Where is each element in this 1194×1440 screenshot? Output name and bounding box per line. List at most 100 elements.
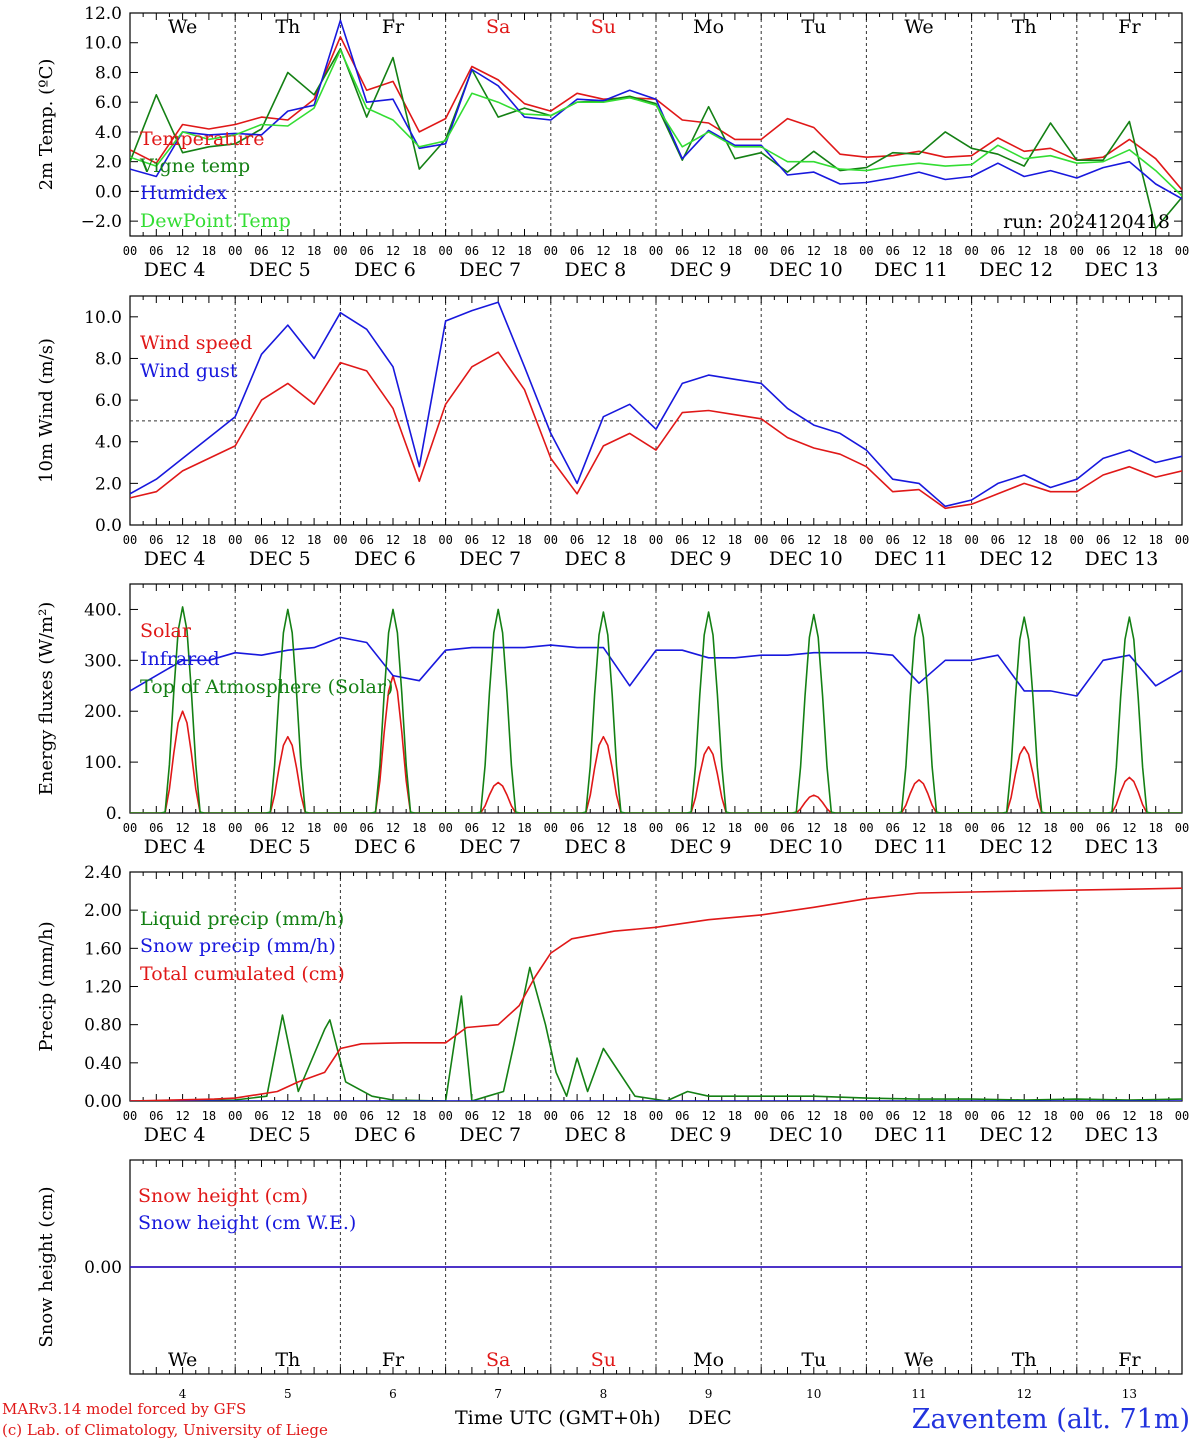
series-line-wind-gust — [130, 301, 1182, 508]
hour-tick-label: 06 — [254, 1109, 268, 1123]
legend-wind-gust: Wind gust — [140, 360, 238, 382]
hour-tick-label: 12 — [386, 533, 400, 547]
hour-tick-label: 12 — [175, 533, 189, 547]
y-tick-label: 6.0 — [95, 93, 122, 113]
date-label: DEC 6 — [354, 1124, 416, 1146]
hour-tick-label: 00 — [228, 821, 242, 835]
y-tick-label: 2.00 — [84, 901, 122, 921]
hour-tick-label: 18 — [202, 244, 216, 258]
run-label: run: 2024120418 — [1003, 211, 1170, 233]
date-label: DEC 13 — [1084, 548, 1158, 570]
date-label: DEC 9 — [670, 1124, 732, 1146]
hour-tick-label: 12 — [807, 821, 821, 835]
date-label: DEC 5 — [249, 548, 311, 570]
legend-total-cumulated: Total cumulated (cm) — [140, 963, 345, 985]
hour-tick-label: 18 — [307, 533, 321, 547]
hour-tick-label: 18 — [202, 1109, 216, 1123]
hour-tick-label: 12 — [281, 821, 295, 835]
hour-tick-label: 00 — [1070, 533, 1084, 547]
date-label: DEC 7 — [459, 1124, 521, 1146]
date-label: DEC 12 — [979, 548, 1053, 570]
series-layer — [130, 606, 1182, 813]
hour-tick-label: 00 — [438, 244, 452, 258]
day-name-label: We — [168, 16, 197, 38]
hour-tick-label: 12 — [491, 1109, 505, 1123]
hour-tick-label: 06 — [254, 244, 268, 258]
date-label: DEC 11 — [874, 259, 948, 281]
hour-tick-label: 00 — [859, 244, 873, 258]
hour-tick-label: 18 — [728, 1109, 742, 1123]
series-line-temperature — [130, 36, 1182, 191]
hour-tick-label: 12 — [912, 533, 926, 547]
hour-tick-label: 06 — [149, 244, 163, 258]
hour-tick-label: 18 — [622, 533, 636, 547]
legend-wind-speed: Wind speed — [140, 332, 252, 354]
hour-tick-label: 18 — [938, 821, 952, 835]
day-number-label: 4 — [179, 1387, 187, 1401]
hour-tick-label: 12 — [1017, 533, 1031, 547]
hour-tick-label: 18 — [202, 533, 216, 547]
panel1-legend: Temperature Vigne temp Humidex DewPoint … — [139, 128, 291, 232]
legend-vigne-temp: Vigne temp — [139, 155, 250, 177]
panel-wind: 10.0 8.0 6.0 4.0 2.0 0.0 10m Wind (m/s) 00 06 12 1… — [36, 295, 1189, 570]
hour-tick-label: 18 — [728, 244, 742, 258]
hour-tick-label: 06 — [1096, 244, 1110, 258]
day-name-label: Fr — [382, 1349, 405, 1371]
panel4-legend: Liquid precip (mm/h) Snow precip (mm/h) … — [140, 908, 345, 985]
hour-tick-label: 06 — [885, 821, 899, 835]
hour-tick-label: 18 — [938, 1109, 952, 1123]
y-tick-label: 12.0 — [84, 4, 122, 24]
hour-tick-label: 12 — [491, 533, 505, 547]
hour-tick-label: 18 — [517, 244, 531, 258]
date-label: DEC 10 — [769, 836, 843, 858]
hour-tick-label: 00 — [964, 1109, 978, 1123]
hour-tick-label: 00 — [333, 821, 347, 835]
date-label: DEC 13 — [1084, 836, 1158, 858]
series-line-dewpoint-temp — [130, 49, 1182, 197]
hour-tick-label: 18 — [1043, 821, 1057, 835]
day-name-label: Fr — [1118, 16, 1141, 38]
hour-tick-label: 18 — [622, 244, 636, 258]
hour-tick-label: 00 — [1175, 244, 1189, 258]
y-tick-label: 0.00 — [84, 1092, 122, 1112]
y-tick-label: 1.20 — [84, 978, 122, 998]
hour-tick-label: 06 — [149, 821, 163, 835]
hour-tick-label: 00 — [649, 821, 663, 835]
date-label: DEC 11 — [874, 1124, 948, 1146]
y-tick-label: 400. — [84, 600, 122, 620]
date-label: DEC 12 — [979, 836, 1053, 858]
hour-tick-label: 00 — [123, 1109, 137, 1123]
series-line-total-cumulated-cm — [130, 887, 1182, 1101]
hour-tick-label: 06 — [885, 244, 899, 258]
date-label: DEC 4 — [144, 1124, 206, 1146]
panels-layer: 12.0 10.0 8.0 6.0 4.0 2.0 0.0 −2.0 2m Temp. (ºC)… — [36, 4, 1189, 1401]
legend-infrared: Infrared — [140, 648, 220, 670]
hour-tick-label: 12 — [1122, 1109, 1136, 1123]
date-label: DEC 10 — [769, 1124, 843, 1146]
hour-tick-label: 00 — [1175, 821, 1189, 835]
hour-tick-label: 12 — [1017, 244, 1031, 258]
hour-tick-label: 12 — [1122, 244, 1136, 258]
hour-tick-label: 12 — [596, 821, 610, 835]
date-label: DEC 9 — [670, 259, 732, 281]
hour-tick-label: 06 — [991, 1109, 1005, 1123]
date-label: DEC 7 — [459, 548, 521, 570]
hour-tick-label: 06 — [465, 533, 479, 547]
date-label: DEC 7 — [459, 836, 521, 858]
y-tick-label: 6.0 — [95, 391, 122, 411]
y-tick-label: 0.40 — [84, 1054, 122, 1074]
day-name-label: Fr — [382, 16, 405, 38]
day-number-label: 10 — [806, 1387, 821, 1401]
day-name-label: Su — [591, 1349, 616, 1371]
day-number-label: 8 — [600, 1387, 608, 1401]
day-name-label: Sa — [486, 16, 510, 38]
hour-tick-label: 06 — [359, 821, 373, 835]
legend-dewpoint: DewPoint Temp — [140, 210, 291, 232]
hour-tick-label: 18 — [1043, 244, 1057, 258]
hour-tick-label: 18 — [1148, 244, 1162, 258]
hour-tick-label: 06 — [991, 821, 1005, 835]
hour-tick-label: 12 — [281, 244, 295, 258]
legend-temperature: Temperature — [140, 128, 264, 150]
hour-tick-label: 00 — [438, 821, 452, 835]
hour-tick-label: 06 — [780, 244, 794, 258]
